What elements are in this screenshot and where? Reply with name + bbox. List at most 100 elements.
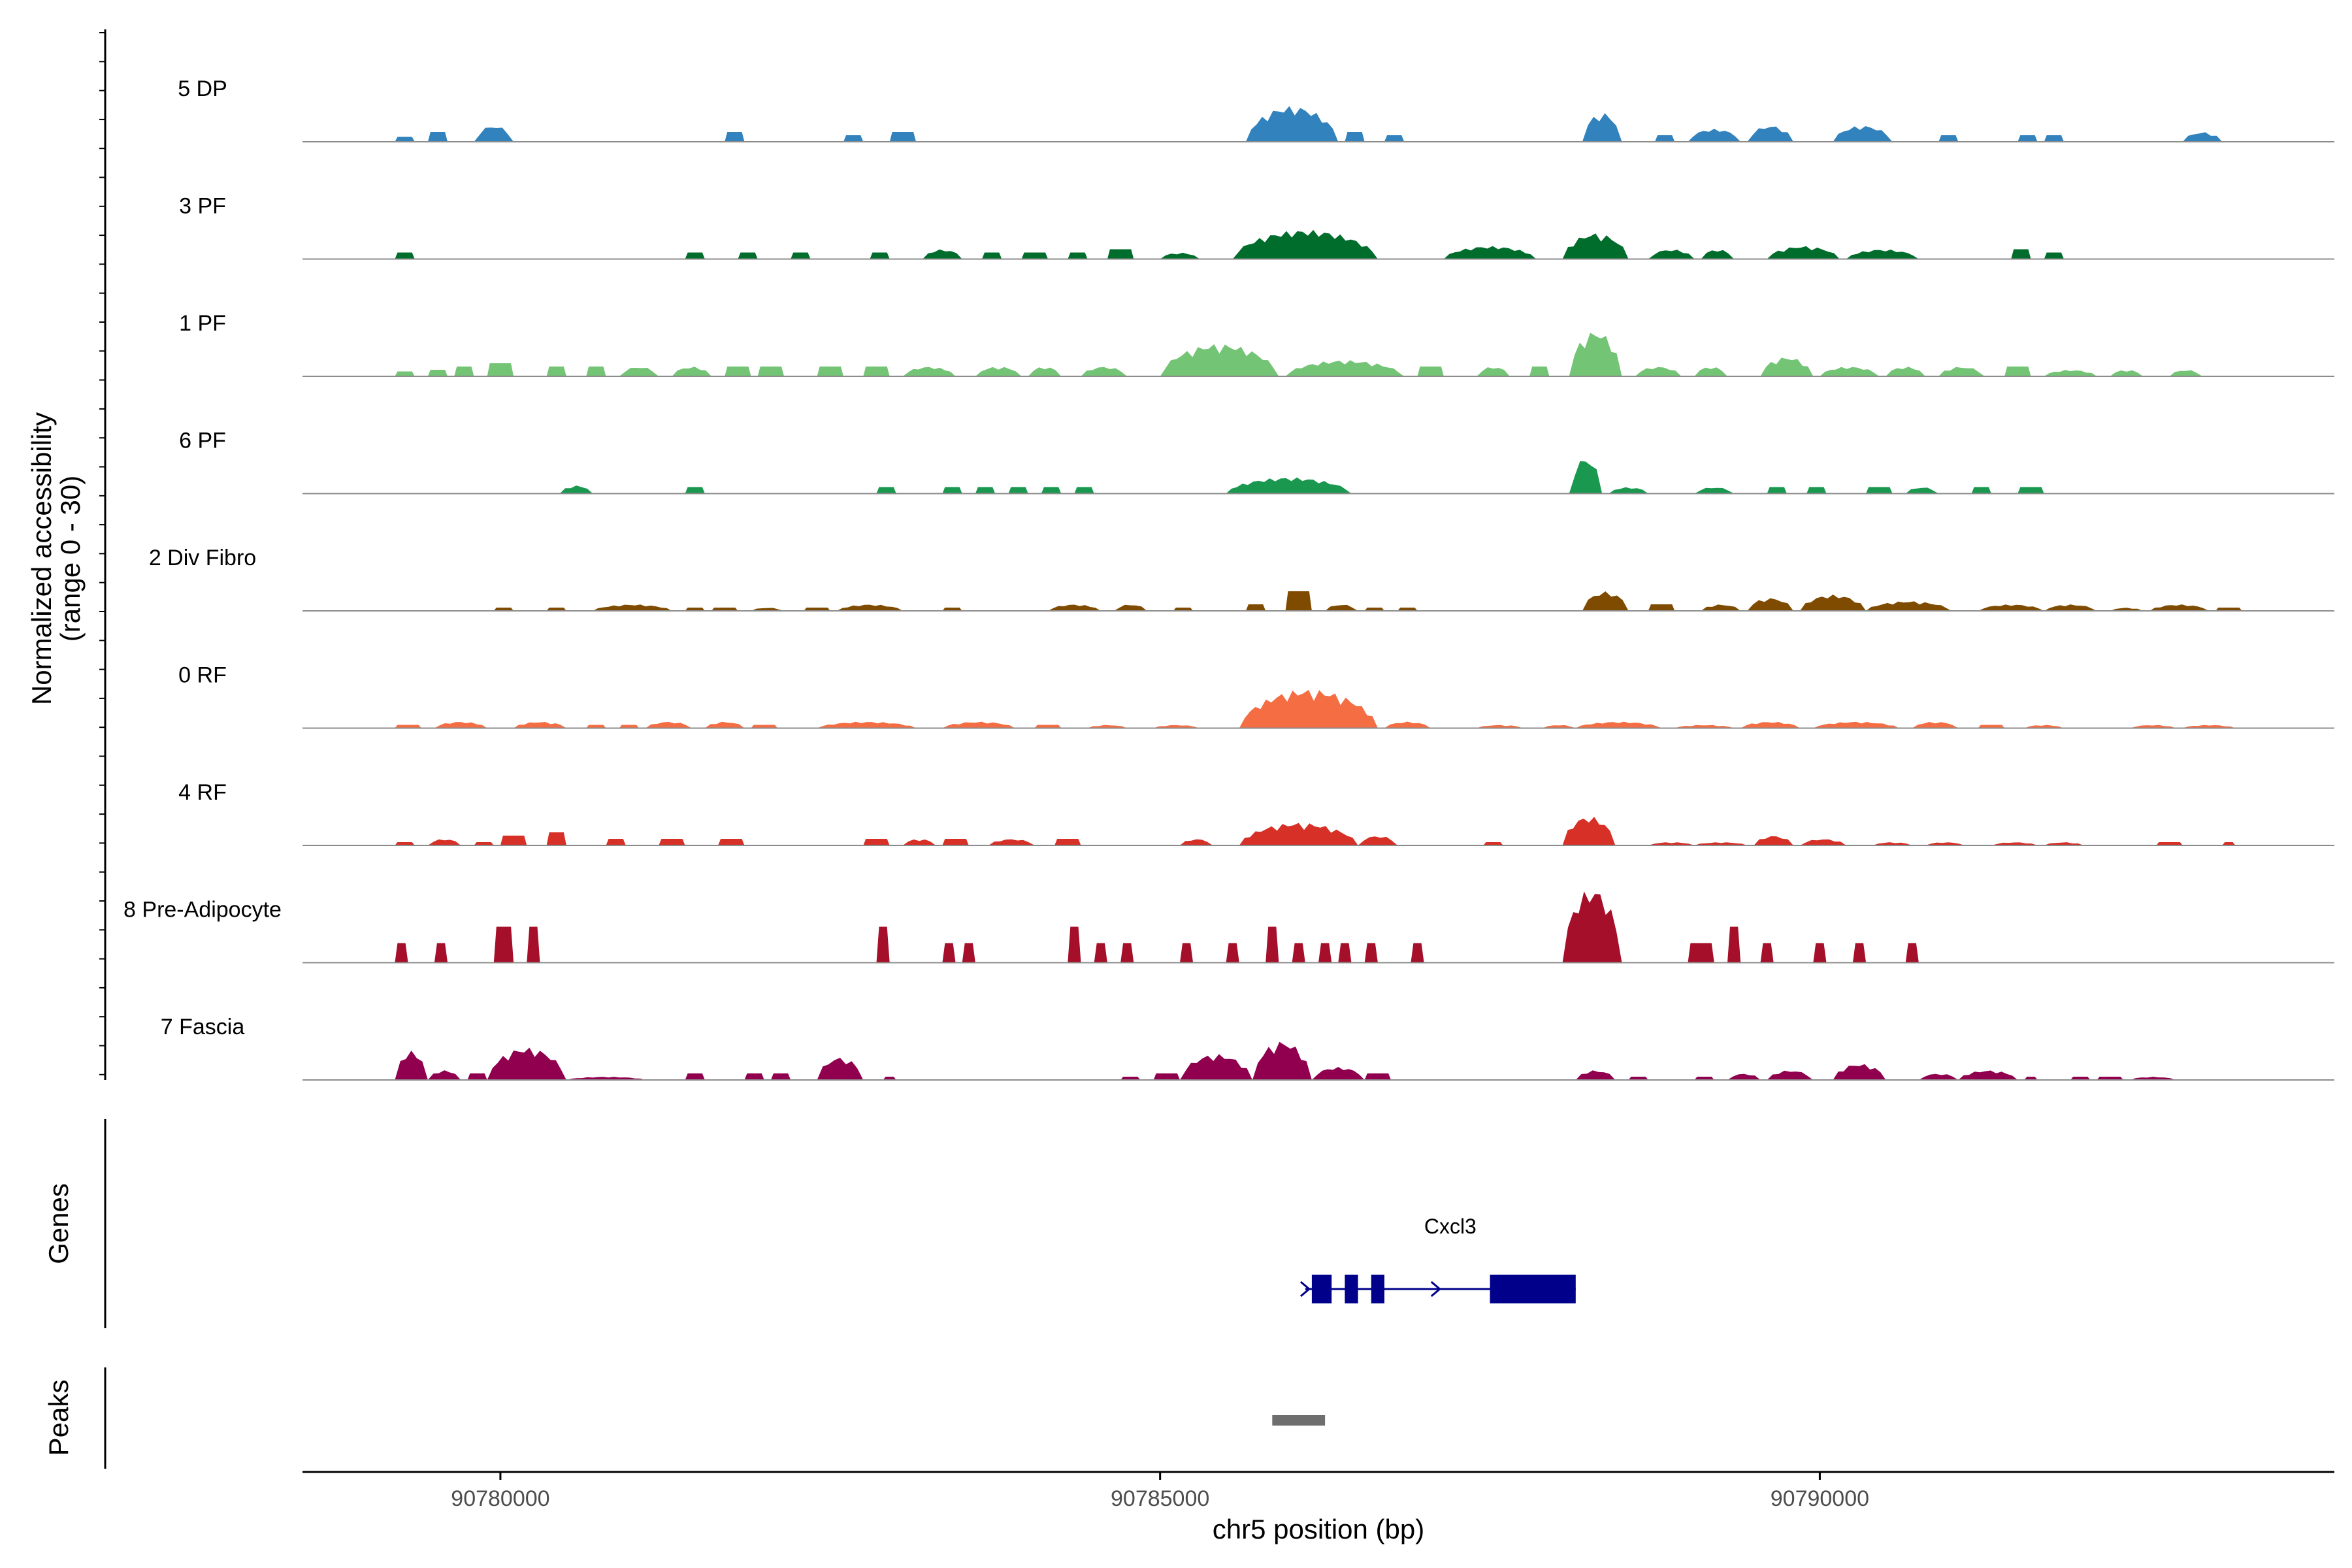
- coverage-peak: [1727, 926, 1741, 963]
- coverage-peak: [395, 842, 415, 845]
- coverage-peak: [1800, 839, 1846, 845]
- coverage-peak: [2044, 252, 2064, 259]
- coverage-peak: [586, 725, 606, 728]
- coverage-peak: [672, 367, 711, 376]
- coverage-peak: [1846, 250, 1919, 259]
- coverage-peak: [711, 608, 738, 611]
- coverage-peak: [514, 722, 566, 728]
- coverage-peak: [427, 132, 448, 142]
- coverage-peak: [1740, 722, 1801, 728]
- coverage-peak: [751, 725, 777, 728]
- peaks-panel-label: Peaks: [43, 1380, 74, 1456]
- coverage-peak: [1384, 135, 1405, 142]
- coverage-peak: [685, 487, 705, 494]
- coverage-peak: [1648, 842, 1695, 845]
- track-7-fascia: 7 Fascia: [161, 1015, 2334, 1081]
- coverage-peak: [1120, 943, 1134, 963]
- coverage-peak: [1483, 842, 1503, 845]
- coverage-peak: [434, 943, 448, 963]
- coverage-peak: [1727, 1073, 1761, 1080]
- coverage-peak: [1820, 367, 1880, 376]
- coverage-peak: [2215, 608, 2242, 611]
- coverage-peak: [1160, 344, 1279, 376]
- coverage-peak: [395, 943, 408, 963]
- track-6-pf: 6 PF: [179, 429, 2334, 495]
- coverage-peak: [2044, 370, 2097, 376]
- coverage-peak: [1938, 135, 1959, 142]
- coverage-peak: [923, 249, 962, 259]
- coverage-peak: [1028, 367, 1062, 376]
- coverage-peak: [1160, 252, 1200, 259]
- track-label: 8 Pre-Adipocyte: [123, 898, 282, 923]
- track-label: 2 Div Fibro: [149, 546, 256, 570]
- coverage-peak: [1767, 487, 1787, 494]
- coverage-peak: [527, 926, 540, 963]
- coverage-peak: [1081, 367, 1128, 376]
- coverage-peak: [1562, 891, 1622, 963]
- coverage-peak: [725, 132, 745, 142]
- tracks-y-axis-ticks: [99, 32, 105, 1075]
- coverage-peak: [586, 367, 606, 376]
- coverage-peak: [1239, 689, 1378, 728]
- coverage-peak: [606, 839, 626, 845]
- coverage-peak: [1417, 367, 1444, 376]
- coverage-peak: [1694, 367, 1727, 376]
- coverage-peak: [889, 132, 917, 142]
- coverage-peak: [395, 137, 415, 142]
- coverage-peak: [2130, 1077, 2176, 1080]
- track-3-pf: 3 PF: [179, 194, 2334, 260]
- coverage-peak: [395, 725, 421, 728]
- coverage-peak: [546, 608, 566, 611]
- y-axis-title: Normalized accessibility (range 0 - 30): [26, 412, 86, 705]
- y-axis-title-line1: Normalized accessibility: [26, 412, 57, 705]
- coverage-peak: [395, 371, 415, 376]
- coverage-peak: [487, 363, 514, 376]
- coverage-peak: [982, 252, 1002, 259]
- coverage-peak: [2130, 725, 2176, 728]
- coverage-peak: [659, 839, 685, 845]
- coverage-peak: [2169, 370, 2203, 376]
- track-label: 7 Fascia: [161, 1015, 245, 1039]
- coverage-tracks: 5 DP 3 PF 1 PF 6 PF 2 Div Fibro 0 RF 4 RF 8 Pre…: [123, 76, 2334, 1081]
- coverage-peak: [1582, 591, 1629, 611]
- coverage-peak: [1655, 135, 1675, 142]
- coverage-peak: [1543, 725, 1576, 728]
- coverage-peak: [2182, 132, 2223, 142]
- coverage-peak: [1905, 487, 1939, 494]
- coverage-peak: [1180, 839, 1213, 845]
- peak-annotations: [1272, 1415, 1326, 1426]
- coverage-peak: [1747, 598, 1793, 611]
- coverage-peak: [1180, 943, 1194, 963]
- coverage-peak: [1358, 836, 1398, 845]
- x-axis-ticks: 90780000 90785000 90790000: [451, 1472, 1869, 1511]
- coverage-peak: [1477, 367, 1510, 376]
- y-axis-title-line2: (range 0 - 30): [55, 476, 86, 642]
- coverage-peak: [395, 1051, 428, 1080]
- coverage-peak: [1068, 252, 1088, 259]
- coverage-peak: [1529, 367, 1550, 376]
- coverage-peak: [1767, 1070, 1814, 1080]
- coverage-peak: [1120, 1077, 1141, 1080]
- coverage-peak: [1397, 608, 1418, 611]
- coverage-peak: [1364, 943, 1378, 963]
- coverage-peak: [817, 1058, 864, 1080]
- coverage-peak: [593, 604, 672, 611]
- coverage-peak: [1054, 839, 1081, 845]
- coverage-peak: [1114, 604, 1147, 611]
- gene-exon: [1345, 1275, 1358, 1303]
- x-axis-title: chr5 position (bp): [1213, 1514, 1425, 1544]
- coverage-peak: [883, 1077, 896, 1080]
- coverage-peak: [1034, 725, 1062, 728]
- coverage-peak: [1694, 1077, 1714, 1080]
- genes-panel-label: Genes: [43, 1183, 74, 1264]
- track-label: 3 PF: [179, 194, 226, 219]
- coverage-peak: [685, 608, 705, 611]
- coverage-peak: [427, 370, 448, 376]
- coverage-peak: [942, 943, 956, 963]
- coverage-peak: [1886, 367, 1925, 376]
- coverage-peak: [1760, 357, 1814, 376]
- coverage-peak: [1813, 721, 1899, 728]
- coverage-peak: [1239, 823, 1358, 845]
- peak-region: [1272, 1415, 1326, 1426]
